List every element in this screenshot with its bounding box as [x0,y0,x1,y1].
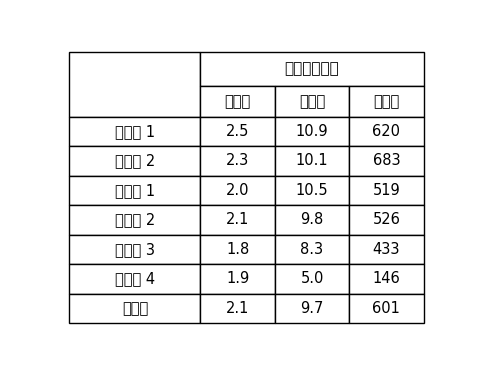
Text: 146: 146 [372,271,399,286]
Bar [348,86,423,117]
Bar [69,293,200,323]
Text: 实施例 2: 实施例 2 [115,154,155,168]
Bar [200,146,274,176]
Text: 对照组: 对照组 [121,301,148,316]
Bar [69,234,200,264]
Text: 1.9: 1.9 [226,271,249,286]
Text: 601: 601 [372,301,399,316]
Text: 2.1: 2.1 [226,213,249,227]
Text: 对比例 1: 对比例 1 [115,183,155,198]
Bar [200,52,423,86]
Bar [274,86,348,117]
Text: 第一年: 第一年 [224,94,250,109]
Text: 5.0: 5.0 [300,271,323,286]
Bar [274,146,348,176]
Bar [69,264,200,293]
Text: 2.1: 2.1 [226,301,249,316]
Text: 第二年: 第二年 [298,94,324,109]
Bar [200,234,274,264]
Bar [200,264,274,293]
Text: 第三年: 第三年 [372,94,399,109]
Bar [200,205,274,234]
Bar [69,146,200,176]
Text: 683: 683 [372,154,399,168]
Text: 9.7: 9.7 [300,301,323,316]
Text: 1.8: 1.8 [226,242,249,257]
Bar [274,176,348,205]
Bar [348,176,423,205]
Bar [69,52,200,117]
Bar [274,264,348,293]
Bar [348,234,423,264]
Text: 产量（公斤）: 产量（公斤） [284,61,339,76]
Text: 对比例 2: 对比例 2 [115,213,155,227]
Bar [69,176,200,205]
Bar [274,117,348,146]
Text: 8.3: 8.3 [300,242,323,257]
Bar [274,293,348,323]
Text: 526: 526 [372,213,399,227]
Bar [69,117,200,146]
Text: 2.3: 2.3 [226,154,249,168]
Bar [348,264,423,293]
Text: 10.1: 10.1 [295,154,328,168]
Bar [200,293,274,323]
Bar [348,293,423,323]
Bar [200,86,274,117]
Text: 对比例 3: 对比例 3 [115,242,155,257]
Bar [348,146,423,176]
Text: 10.9: 10.9 [295,124,328,139]
Text: 433: 433 [372,242,399,257]
Text: 9.8: 9.8 [300,213,323,227]
Text: 2.5: 2.5 [226,124,249,139]
Bar [69,205,200,234]
Text: 实施例 1: 实施例 1 [115,124,155,139]
Text: 对比例 4: 对比例 4 [115,271,155,286]
Bar [348,117,423,146]
Bar [274,205,348,234]
Bar [274,234,348,264]
Bar [200,117,274,146]
Text: 620: 620 [372,124,399,139]
Bar [200,176,274,205]
Text: 2.0: 2.0 [226,183,249,198]
Bar [348,205,423,234]
Text: 10.5: 10.5 [295,183,328,198]
Text: 519: 519 [372,183,399,198]
